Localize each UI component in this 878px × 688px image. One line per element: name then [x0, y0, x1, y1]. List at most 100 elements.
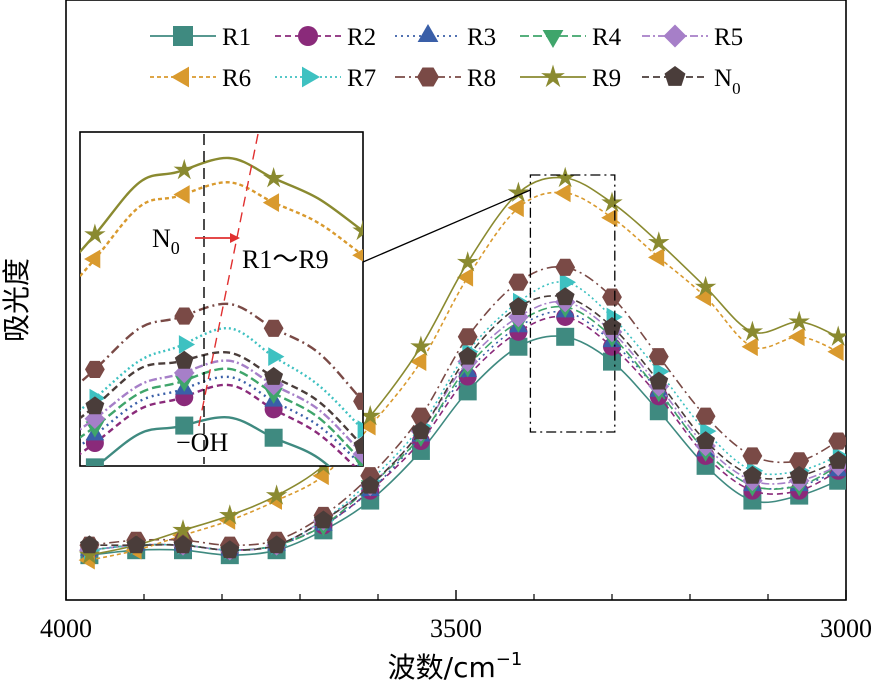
- legend-label-main: R1: [222, 24, 251, 51]
- inset-series-r1: [85, 416, 331, 466]
- inset-data-point: [352, 219, 363, 241]
- inset-data-point: [178, 335, 196, 354]
- data-point: [648, 348, 669, 366]
- inset-data-point: [173, 185, 190, 204]
- data-point: [78, 543, 101, 565]
- data-point: [559, 272, 576, 292]
- inset-shift-arrowhead: [230, 233, 240, 243]
- series-n0: [79, 287, 846, 559]
- legend-item-r3: R3: [395, 24, 496, 51]
- data-point: [742, 447, 763, 465]
- data-point: [788, 327, 805, 347]
- data-point: [219, 504, 241, 525]
- data-point: [554, 166, 576, 188]
- data-point: [456, 267, 474, 287]
- legend-marker: [542, 30, 564, 48]
- legend-label-main: R2: [347, 24, 376, 51]
- inset-data-point: [174, 375, 194, 392]
- legend-marker: [663, 24, 687, 48]
- data-point: [508, 297, 528, 316]
- inset-data-point: [173, 158, 195, 180]
- data-point: [827, 325, 846, 346]
- data-point: [601, 191, 623, 212]
- data-point: [509, 337, 528, 356]
- inset-data-point: [353, 435, 363, 454]
- data-point: [788, 310, 810, 332]
- inset-data-point: [85, 458, 104, 466]
- x-axis-label-exponent: −1: [496, 649, 523, 670]
- data-point: [602, 288, 622, 306]
- data-point: [457, 251, 479, 272]
- legend-item-r8: R8: [395, 65, 496, 92]
- data-point: [359, 404, 381, 426]
- inset-shift-line: [197, 133, 259, 431]
- data-point: [457, 328, 478, 346]
- legend-label: R8: [467, 65, 496, 92]
- inset-series-r4: [80, 367, 363, 466]
- x-tick-label: 3500: [430, 614, 482, 643]
- legend-item-r6: R6: [150, 65, 251, 92]
- data-point: [507, 198, 524, 218]
- inset-data-point: [84, 249, 101, 269]
- inset-series-line: [80, 383, 356, 466]
- legend-label: R4: [592, 24, 622, 51]
- data-point: [508, 273, 529, 291]
- inset-data-point: [352, 249, 363, 262]
- inset-annotation-target: R1～R9: [242, 245, 329, 274]
- data-point: [695, 407, 716, 425]
- data-point: [789, 465, 809, 484]
- data-point: [789, 452, 810, 470]
- legend-marker: [298, 26, 318, 46]
- data-point: [411, 421, 431, 440]
- data-point: [359, 416, 376, 436]
- data-point: [741, 320, 764, 341]
- legend-marker: [417, 67, 439, 87]
- main-series-group: [78, 166, 846, 570]
- inset-series-line: [80, 327, 363, 432]
- inset-series-group: [80, 156, 363, 466]
- legend-marker: [171, 66, 189, 88]
- data-point: [694, 275, 717, 297]
- inset-data-point: [262, 167, 285, 188]
- inset-series-line: [80, 375, 363, 466]
- inset-series-line: [80, 359, 363, 456]
- legend-item-r5: R5: [642, 24, 743, 51]
- inset-data-point: [268, 347, 285, 367]
- inset-data-point: [263, 319, 284, 337]
- data-point: [827, 342, 844, 362]
- zoom-connector-line: [362, 189, 531, 263]
- data-point: [360, 475, 380, 494]
- inset-annotation-n0-main: N: [152, 224, 171, 253]
- data-point: [313, 510, 333, 529]
- legend-label: R9: [592, 65, 621, 92]
- data-point: [649, 371, 669, 390]
- inset-series-r6: [80, 181, 363, 278]
- data-point: [603, 352, 621, 371]
- inset-data-point: [174, 350, 194, 369]
- legend-marker: [541, 64, 565, 88]
- inset-series-r8: [80, 302, 363, 410]
- legend-label: R7: [347, 65, 376, 92]
- legend-label-main: N: [714, 65, 732, 92]
- data-point: [507, 181, 530, 202]
- data-point: [648, 231, 670, 252]
- inset-data-point: [85, 396, 105, 415]
- legend-item-n0: N0: [642, 65, 741, 98]
- data-point: [410, 335, 432, 356]
- inset-annotation-oh: −OH: [176, 428, 228, 457]
- data-point: [554, 183, 571, 203]
- legend-item-r9: R9: [520, 64, 621, 92]
- legend-label: R1: [222, 24, 251, 51]
- inset-series-n0: [80, 350, 363, 454]
- data-point: [267, 535, 287, 554]
- data-point: [741, 337, 758, 357]
- data-point: [312, 466, 329, 486]
- legend-label-sub: 0: [732, 79, 741, 98]
- legend-label-main: R3: [467, 24, 496, 51]
- legend-marker: [417, 24, 439, 42]
- data-point: [694, 287, 711, 307]
- x-tick-label: 4000: [40, 614, 92, 643]
- data-point: [555, 258, 576, 276]
- legend-marker: [302, 66, 320, 88]
- inset-data-point: [85, 421, 105, 438]
